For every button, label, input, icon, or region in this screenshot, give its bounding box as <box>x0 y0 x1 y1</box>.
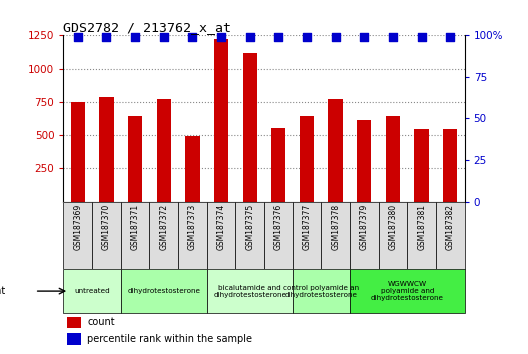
Point <box>217 34 225 40</box>
Text: GSM187382: GSM187382 <box>446 204 455 250</box>
Point <box>418 34 426 40</box>
Text: GSM187376: GSM187376 <box>274 204 283 250</box>
Text: GSM187375: GSM187375 <box>245 204 254 250</box>
Bar <box>206 201 235 269</box>
Text: bicalutamide and
dihydrotestosterone: bicalutamide and dihydrotestosterone <box>213 285 286 298</box>
Text: GSM187373: GSM187373 <box>188 204 197 250</box>
Bar <box>214 39 228 201</box>
Point <box>159 34 168 40</box>
Bar <box>242 53 257 201</box>
Bar <box>149 201 178 269</box>
Text: GSM187370: GSM187370 <box>102 204 111 250</box>
Bar <box>379 201 407 269</box>
Bar <box>328 98 343 201</box>
Bar <box>92 201 121 269</box>
Text: GSM187377: GSM187377 <box>303 204 312 250</box>
Bar <box>271 129 286 201</box>
Bar <box>99 97 114 201</box>
Point <box>446 34 455 40</box>
Point <box>332 34 340 40</box>
Bar <box>407 201 436 269</box>
Point <box>303 34 311 40</box>
Bar <box>293 201 322 269</box>
Text: GSM187371: GSM187371 <box>130 204 139 250</box>
Text: GSM187374: GSM187374 <box>216 204 225 250</box>
Text: GSM187372: GSM187372 <box>159 204 168 250</box>
Bar <box>206 269 293 313</box>
Text: GSM187378: GSM187378 <box>331 204 340 250</box>
Bar <box>128 116 142 201</box>
Text: percentile rank within the sample: percentile rank within the sample <box>88 334 252 344</box>
Text: WGWWCW
polyamide and
dihydrotestosterone: WGWWCW polyamide and dihydrotestosterone <box>371 281 444 301</box>
Bar <box>386 116 400 201</box>
Point <box>73 34 82 40</box>
Text: GSM187379: GSM187379 <box>360 204 369 250</box>
Text: GSM187381: GSM187381 <box>417 204 426 250</box>
Bar <box>350 269 465 313</box>
Text: agent: agent <box>0 286 6 296</box>
Bar <box>156 98 171 201</box>
Bar <box>185 136 200 201</box>
Bar <box>293 269 350 313</box>
Text: dihydrotestosterone: dihydrotestosterone <box>127 288 200 294</box>
Bar <box>264 201 293 269</box>
Bar <box>350 201 379 269</box>
Text: count: count <box>88 318 115 327</box>
Point <box>188 34 196 40</box>
Bar <box>71 102 85 201</box>
Bar <box>68 316 81 329</box>
Text: GSM187369: GSM187369 <box>73 204 82 250</box>
Text: GSM187380: GSM187380 <box>389 204 398 250</box>
Bar <box>235 201 264 269</box>
Text: control polyamide an
dihydrotestosterone: control polyamide an dihydrotestosterone <box>283 285 360 298</box>
Bar <box>443 129 457 201</box>
Text: GDS2782 / 213762_x_at: GDS2782 / 213762_x_at <box>63 21 231 34</box>
Point <box>102 34 110 40</box>
Bar <box>414 129 429 201</box>
Point <box>246 34 254 40</box>
Bar <box>121 201 149 269</box>
Point <box>360 34 369 40</box>
Bar <box>436 201 465 269</box>
Point <box>274 34 282 40</box>
Point <box>389 34 397 40</box>
Bar <box>178 201 206 269</box>
Bar <box>357 120 372 201</box>
Bar <box>68 333 81 345</box>
Bar <box>63 201 92 269</box>
Bar <box>63 269 121 313</box>
Bar <box>322 201 350 269</box>
Bar <box>121 269 206 313</box>
Text: untreated: untreated <box>74 288 110 294</box>
Bar <box>300 116 314 201</box>
Point <box>131 34 139 40</box>
